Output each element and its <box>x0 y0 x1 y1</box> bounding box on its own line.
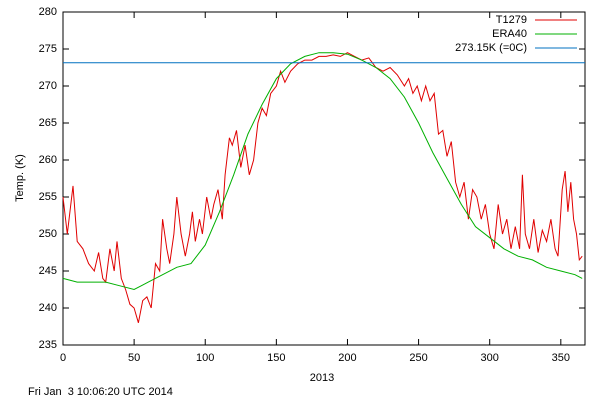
x-tick-label: 350 <box>552 352 570 364</box>
y-tick-label: 280 <box>39 6 57 18</box>
y-tick-label: 265 <box>39 117 57 129</box>
legend-label: T1279 <box>496 14 527 26</box>
legend-label: ERA40 <box>492 28 527 40</box>
x-tick-label: 300 <box>481 352 499 364</box>
y-tick-label: 240 <box>39 302 57 314</box>
x-tick-label: 150 <box>267 352 285 364</box>
y-tick-label: 260 <box>39 154 57 166</box>
plot-frame <box>62 11 586 346</box>
x-axis-label: 2013 <box>310 372 334 384</box>
y-tick-label: 250 <box>39 228 57 240</box>
y-tick-label: 245 <box>39 265 57 277</box>
series-line <box>62 52 583 323</box>
x-tick-label: 50 <box>128 352 140 364</box>
y-axis-label: Temp. (K) <box>14 154 26 202</box>
series-line <box>62 52 583 291</box>
y-tick-label: 235 <box>39 339 57 351</box>
footer: Fri Jan 3 10:06:20 UTC 2014 <box>28 386 173 398</box>
x-tick-label: 250 <box>409 352 427 364</box>
y-tick-label: 275 <box>39 43 57 55</box>
x-tick-label: 0 <box>60 352 66 364</box>
x-tick-label: 100 <box>196 352 214 364</box>
x-tick-label: 200 <box>338 352 356 364</box>
y-tick-label: 270 <box>39 80 57 92</box>
legend-label: 273.15K (=0C) <box>455 42 527 54</box>
y-tick-label: 255 <box>39 191 57 203</box>
